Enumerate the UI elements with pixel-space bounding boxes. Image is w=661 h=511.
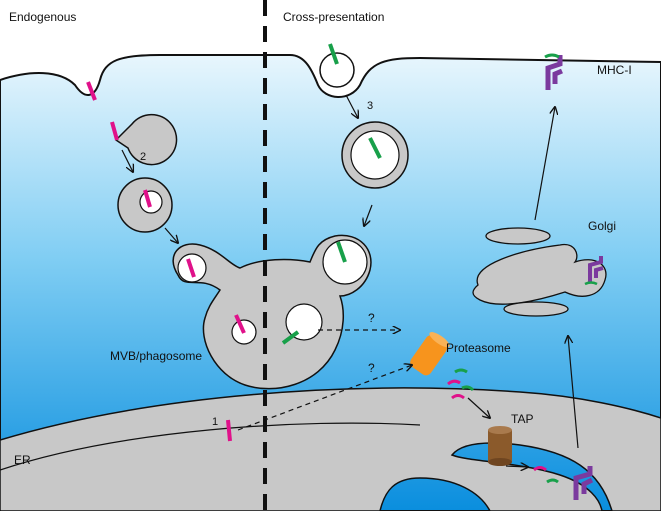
peptide-surface-endogenous <box>86 81 97 101</box>
flow-arrows <box>121 94 579 467</box>
peptide-mvb-right <box>336 241 347 263</box>
peptide-cup <box>110 121 119 141</box>
peptide-fragments <box>447 368 475 400</box>
peptide-golgi <box>584 281 598 286</box>
peptide-er-1 <box>226 419 232 442</box>
endosome-3-inner <box>350 130 400 180</box>
label-tap: TAP <box>511 412 533 426</box>
label-mhc: MHC-I <box>597 63 632 77</box>
mhc-surface <box>545 55 563 90</box>
label-er: ER <box>14 453 31 467</box>
endosome-2-inner <box>139 190 163 214</box>
mvb-phagosome <box>172 234 372 390</box>
step-1: 1 <box>212 416 218 428</box>
endogenous-peptides <box>86 81 246 442</box>
step-2: 2 <box>140 151 146 163</box>
tap-transporter-icon <box>488 426 512 466</box>
golgi-main-cisterna <box>472 243 607 305</box>
peptide-surface-mhc <box>544 53 560 59</box>
arrow-tap-to-er <box>505 466 528 467</box>
mhc-golgi <box>588 256 604 283</box>
question-upper: ? <box>368 311 375 325</box>
er-lumen-line <box>0 422 421 471</box>
arrow-er-to-golgi <box>568 336 579 449</box>
peptide-endosome-2 <box>143 189 152 208</box>
golgi-bottom-cisterna <box>503 301 569 317</box>
endocytic-vesicle <box>319 52 355 88</box>
arrow-golgi-to-surface <box>534 107 555 221</box>
arrow-endosome-to-mvb <box>164 227 178 243</box>
dashed-arrows <box>237 330 412 431</box>
label-cross-presentation: Cross-presentation <box>283 10 384 24</box>
label-proteasome: Proteasome <box>446 341 511 355</box>
arrow-fragments-to-tap <box>467 397 490 418</box>
proteasome-icon <box>410 332 450 376</box>
mvb-vesicle-center-large <box>285 303 323 341</box>
er <box>0 387 661 511</box>
peptide-mvb-center <box>234 314 246 334</box>
endosome-cup <box>114 113 178 166</box>
label-golgi: Golgi <box>588 219 616 233</box>
step-3: 3 <box>367 100 373 112</box>
exogenous-peptides <box>281 43 382 345</box>
peptide-surface-exogenous <box>328 43 339 65</box>
arrow-cup-to-endosome <box>121 149 133 172</box>
er-peptides <box>533 466 559 484</box>
question-lower: ? <box>368 361 375 375</box>
label-mvb: MVB/phagosome <box>110 349 202 363</box>
peptide-endosome-3 <box>368 137 382 159</box>
arrow-er-to-proteasome <box>237 365 412 431</box>
arrow-vesicle-to-endosome-3 <box>345 94 358 118</box>
mhc-er <box>573 466 594 500</box>
arrow-endosome-3-to-mvb <box>364 204 373 226</box>
peptide-mvb-left <box>186 258 196 278</box>
label-endogenous: Endogenous <box>9 10 76 24</box>
golgi-top-cisterna <box>485 227 551 245</box>
peptide-mvb-escaping <box>281 330 300 345</box>
